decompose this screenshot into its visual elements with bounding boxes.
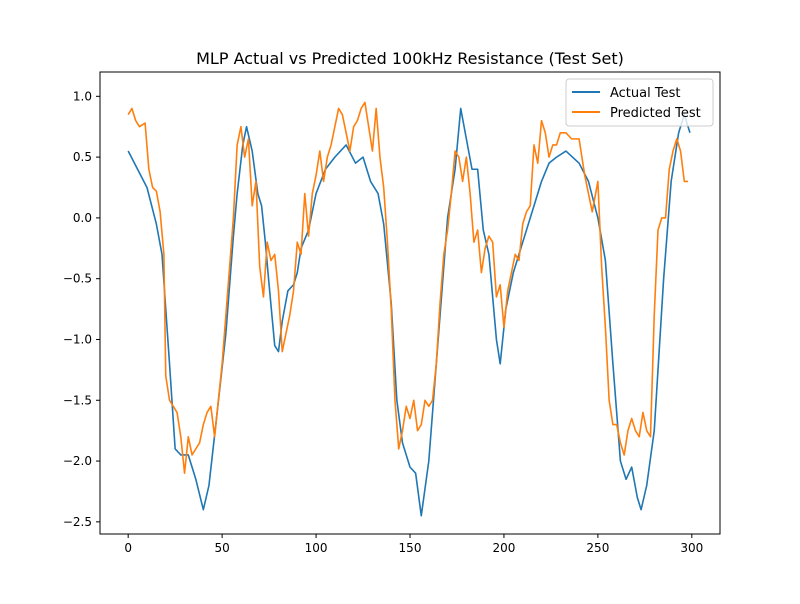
x-axis-ticks: 0 50 100 150 200 250 300 — [124, 534, 703, 555]
y-tick-label: 1.0 — [73, 89, 92, 103]
x-tick-label: 150 — [399, 541, 422, 555]
y-tick-label: −2.0 — [63, 454, 92, 468]
x-tick-label: 0 — [124, 541, 132, 555]
y-tick-label: 0.0 — [73, 211, 92, 225]
legend: Actual Test Predicted Test — [565, 78, 714, 127]
x-tick-label: 100 — [305, 541, 328, 555]
series-layer — [127, 101, 691, 517]
series-line-predicted-test — [127, 101, 689, 475]
y-tick-label: −0.5 — [63, 272, 92, 286]
legend-label-actual-test: Actual Test — [610, 86, 680, 101]
x-tick-label: 50 — [214, 541, 229, 555]
x-tick-label: 200 — [492, 541, 515, 555]
x-tick-label: 300 — [680, 541, 703, 555]
legend-box — [565, 78, 714, 127]
y-tick-label: 0.5 — [73, 150, 92, 164]
y-tick-label: −2.5 — [63, 515, 92, 529]
y-axis-ticks: −2.5 −2.0 −1.5 −1.0 −0.5 0.0 0.5 1.0 — [63, 89, 100, 529]
chart-title: MLP Actual vs Predicted 100kHz Resistanc… — [196, 49, 624, 68]
y-tick-label: −1.0 — [63, 332, 92, 346]
axes-frame — [99, 71, 721, 535]
x-tick-label: 250 — [586, 541, 609, 555]
y-tick-label: −1.5 — [63, 393, 92, 407]
legend-label-predicted-test: Predicted Test — [610, 106, 701, 121]
